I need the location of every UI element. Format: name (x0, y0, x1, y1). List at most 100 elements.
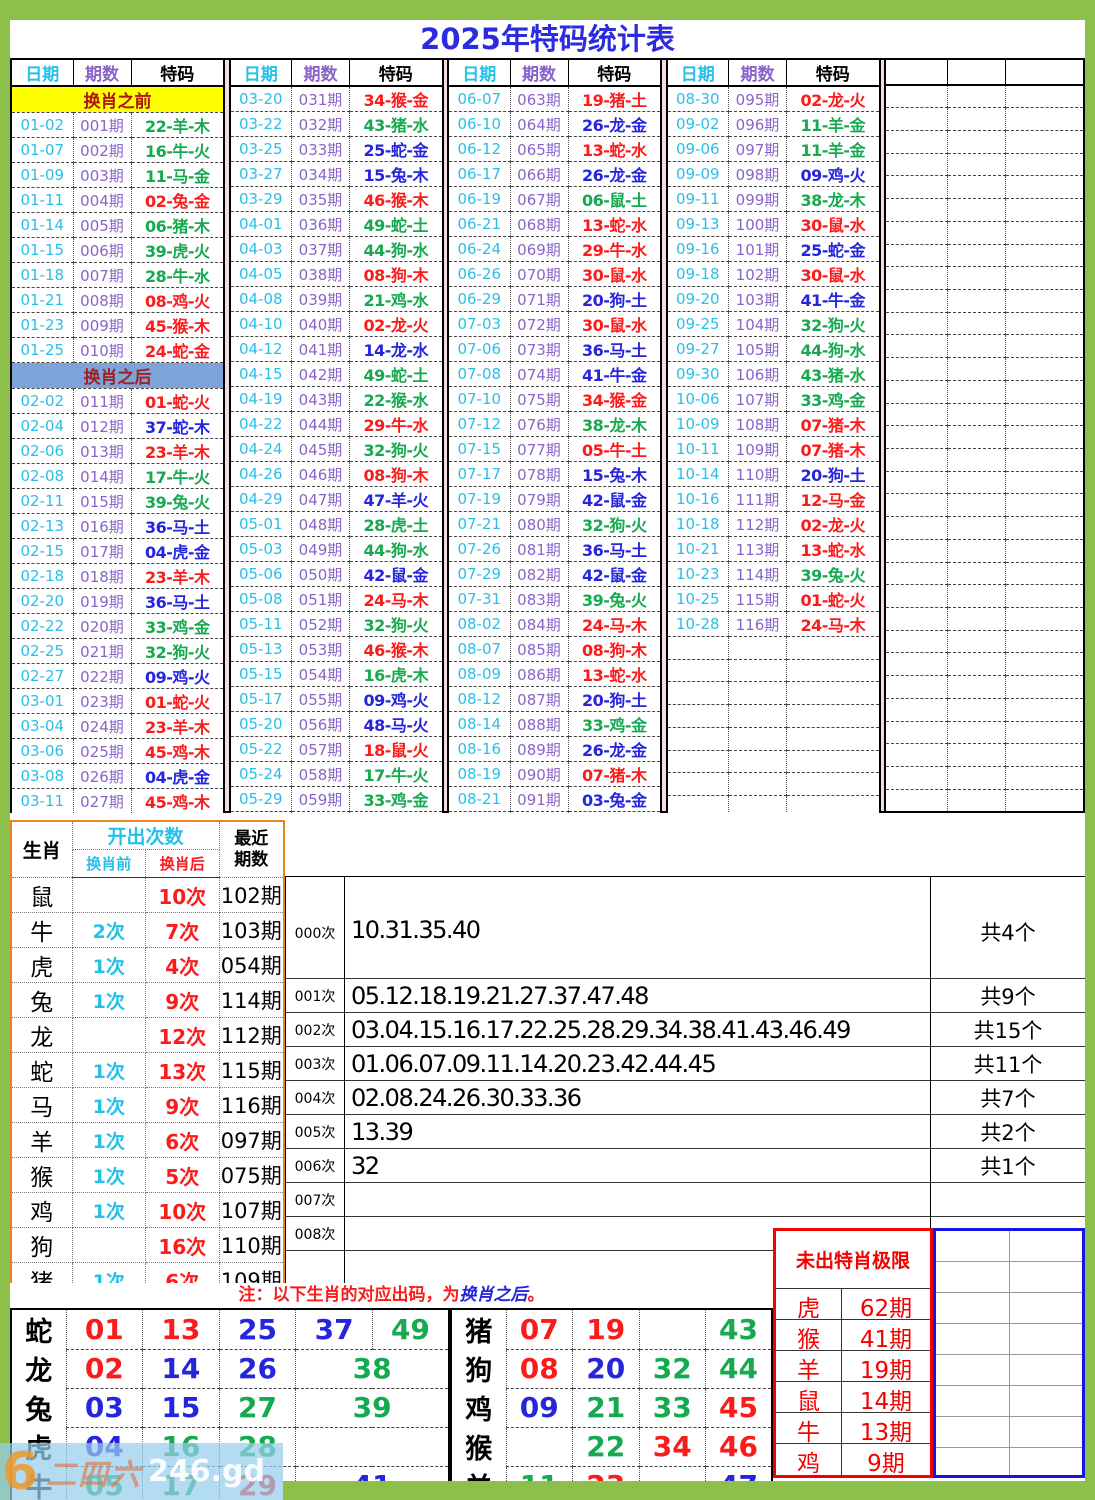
draw-row (666, 772, 880, 797)
draw-period: 054期 (291, 661, 350, 687)
empty-cell (947, 630, 1006, 654)
draw-period: 033期 (291, 136, 350, 162)
empty-row (885, 652, 1084, 677)
after-change-header: 换肖后 (145, 849, 220, 878)
column-header-code: 特码 (786, 59, 880, 87)
draw-code: 24-蛇-金 (131, 337, 224, 363)
draw-period: 042期 (291, 361, 350, 387)
map-number (506, 1427, 573, 1467)
draw-code: 43-猪-水 (786, 361, 880, 387)
draw-code (786, 659, 880, 683)
empty-cell (1005, 675, 1084, 699)
empty-cell (885, 743, 948, 768)
empty-cell (885, 425, 948, 449)
map-row: 猴 22 34 46 (451, 1427, 772, 1467)
draw-period: 114期 (728, 561, 787, 587)
draw-code: 07-猪-木 (568, 761, 661, 787)
empty-cell (947, 266, 1006, 290)
column-header-code: 特码 (349, 59, 443, 87)
draw-period: 068期 (510, 211, 569, 237)
zodiac-number-map-left: 蛇0113253749龙02142638兔03152739虎041628牛051… (10, 1308, 450, 1500)
watermark-cn-text: 二四六 (46, 1457, 142, 1493)
draw-code: 04-虎-金 (131, 538, 224, 564)
draw-period: 048期 (291, 511, 350, 537)
draw-code: 23-羊-木 (131, 438, 224, 464)
draw-code: 30-鼠-水 (568, 261, 661, 287)
column-header-code: 特码 (568, 59, 661, 87)
draw-period: 014期 (73, 463, 132, 489)
draw-row: 06-24 069期 29-牛-水 (448, 236, 661, 262)
draw-date: 02-13 (11, 513, 74, 539)
stats-before: 2次 (71, 912, 146, 948)
draw-period: 072期 (510, 311, 569, 337)
stats-after: 6次 (145, 1122, 220, 1158)
empty-row (885, 562, 1084, 586)
draw-date: 01-02 (11, 112, 74, 138)
stats-row: 狗 16次 110期 (10, 1227, 285, 1263)
draw-code: 20-狗-土 (786, 461, 880, 487)
draw-code: 13-蛇-水 (568, 661, 661, 687)
draw-period: 064期 (510, 111, 569, 137)
empty-table (884, 58, 1085, 813)
limit-row: 牛 13期 (776, 1413, 930, 1447)
empty-cell (947, 425, 1006, 449)
limit-zodiac: 鼠 (776, 1382, 842, 1416)
stats-header-row-2: 换肖前 换肖后 (11, 849, 284, 878)
empty-cell (885, 675, 948, 699)
empty-cell (947, 380, 1006, 404)
draw-date: 07-21 (448, 511, 511, 537)
draw-row: 07-08 074期 41-牛-金 (448, 361, 661, 387)
draw-row: 09-13 100期 30-鼠-水 (666, 211, 880, 237)
empty-cell (1005, 516, 1084, 540)
draw-date: 07-08 (448, 361, 511, 387)
map-number: 33 (639, 1388, 706, 1428)
empty-cell (885, 652, 948, 677)
stats-before: 1次 (71, 1087, 146, 1123)
map-number: 39 (295, 1388, 449, 1428)
stats-row: 羊 1次 6次 097期 (10, 1122, 285, 1158)
draw-period: 015期 (73, 488, 132, 514)
limit-periods: 62期 (859, 1296, 913, 1322)
limit-periods: 13期 (859, 1420, 913, 1446)
empty-row (885, 85, 1084, 109)
draw-date: 01-11 (11, 187, 74, 213)
map-number: 07 (506, 1309, 573, 1350)
draws-table: 日期 期数 特码 03-20 031期 34-猴-金 03-22 032期 43-猪-水 03-2… (228, 58, 444, 888)
map-number: 01 (66, 1309, 144, 1350)
draw-code: 29-牛-水 (349, 411, 443, 437)
stats-zodiac: 狗 (10, 1227, 73, 1263)
draw-period: 021期 (73, 638, 132, 664)
draw-date: 01-18 (11, 262, 74, 288)
draw-row: 05-11 052期 32-狗-火 (229, 611, 443, 637)
map-number: 46 (705, 1427, 772, 1467)
freq-label: 000次 (285, 877, 345, 979)
empty-cell (1005, 789, 1084, 813)
draw-date: 07-12 (448, 411, 511, 437)
stats-zodiac: 虎 (10, 947, 73, 983)
draw-row: 07-10 075期 34-猴-金 (448, 386, 661, 412)
draw-code: 06-鼠-土 (568, 186, 661, 212)
draw-date: 03-27 (229, 161, 292, 187)
draw-row: 04-29 047期 47-羊-火 (229, 486, 443, 512)
draw-date: 08-30 (666, 86, 729, 112)
stats-before (71, 877, 146, 913)
column-header-period: 期数 (510, 59, 569, 87)
draw-row: 08-14 088期 33-鸡-金 (448, 711, 661, 737)
stats-row: 虎 1次 4次 054期 (10, 947, 285, 983)
draw-period: 058期 (291, 761, 350, 787)
draw-period: 091期 (510, 786, 569, 812)
draw-code (786, 750, 880, 774)
draw-date: 10-16 (666, 486, 729, 512)
draw-row: 03-04 024期 23-羊-木 (11, 713, 224, 739)
empty-row (885, 244, 1084, 268)
draw-row: 06-12 065期 13-蛇-水 (448, 136, 661, 162)
draw-row: 04-05 038期 08-狗-木 (229, 261, 443, 287)
draw-date: 04-10 (229, 311, 292, 337)
draw-period: 086期 (510, 661, 569, 687)
freq-label: 007次 (285, 1183, 345, 1217)
draw-row: 01-15 006期 39-虎-火 (11, 237, 224, 263)
draw-date: 04-05 (229, 261, 292, 287)
draw-date: 06-26 (448, 261, 511, 287)
draw-row: 02-02 011期 01-蛇-火 (11, 388, 224, 414)
limit-zodiac: 鸡 (776, 1444, 842, 1478)
